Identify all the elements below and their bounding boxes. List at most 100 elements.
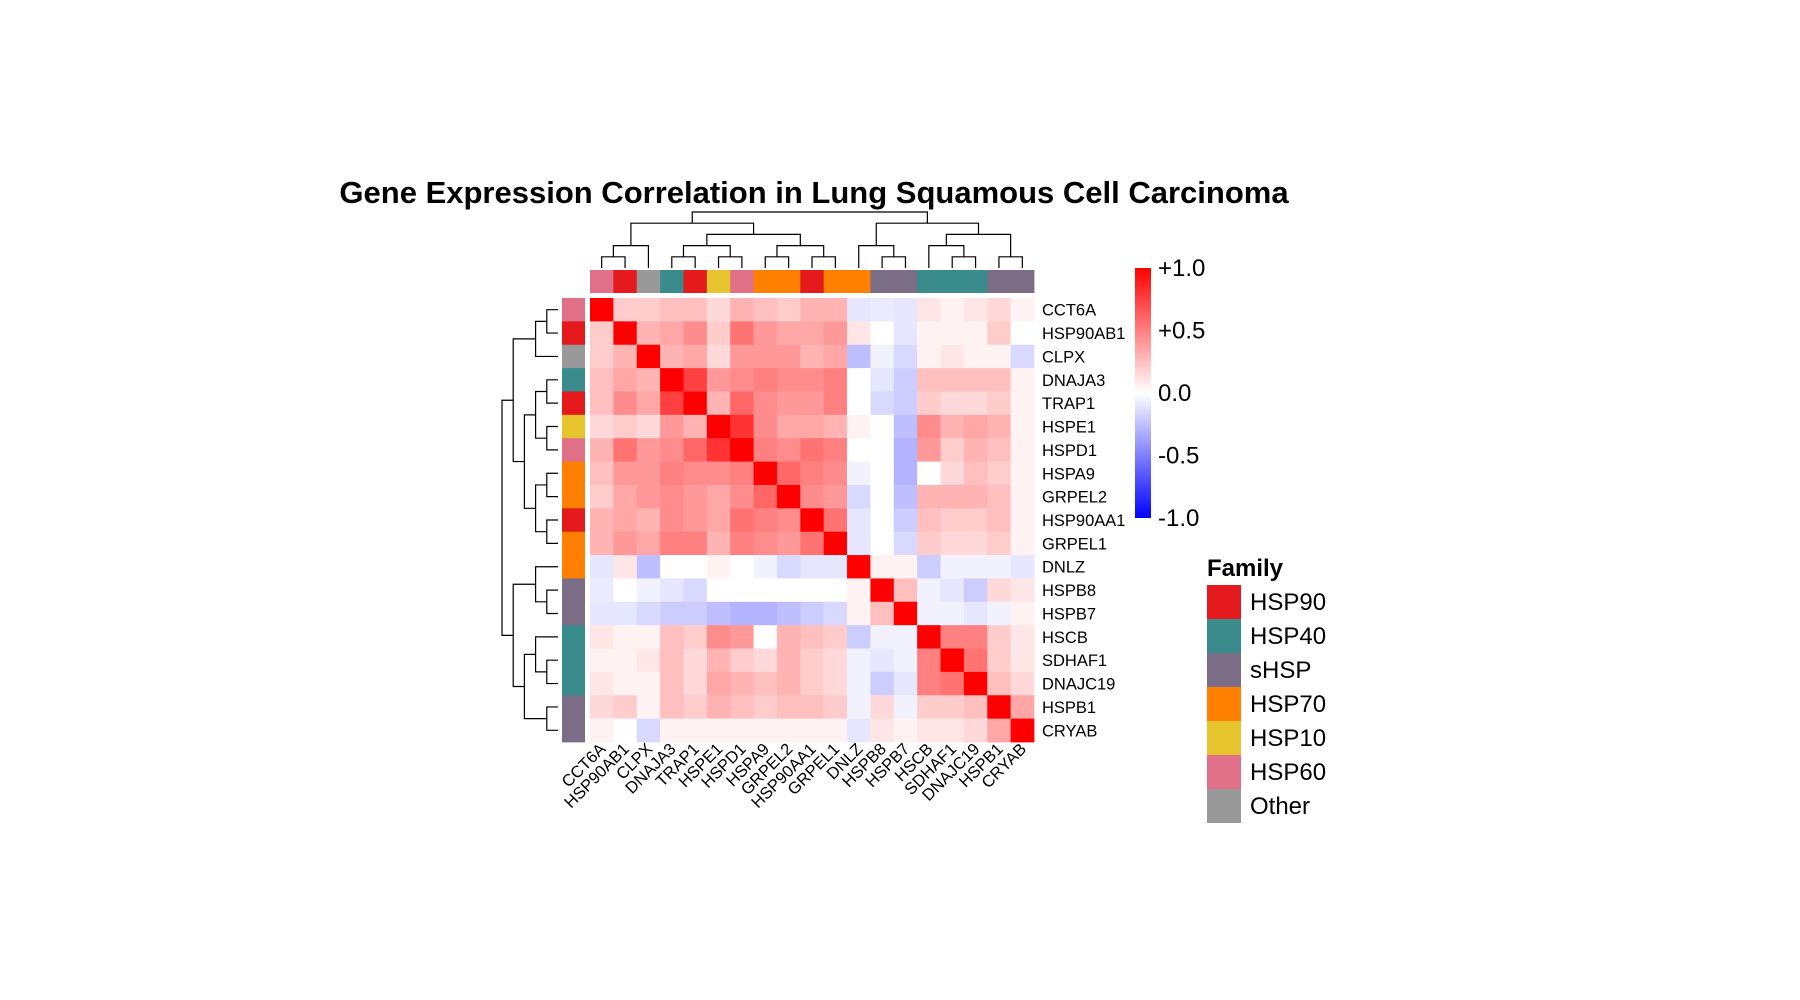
heatmap-cell xyxy=(753,601,778,626)
heatmap-cell xyxy=(893,718,918,743)
heatmap-cell xyxy=(800,508,825,533)
heatmap-cell xyxy=(636,414,661,439)
dendrogram-branch xyxy=(601,256,626,268)
heatmap-cell xyxy=(590,508,614,533)
heatmap-cell xyxy=(987,531,1012,556)
heatmap-cell xyxy=(1010,625,1035,649)
heatmap-cell xyxy=(660,578,684,603)
heatmap-cell xyxy=(636,298,661,322)
heatmap-cell xyxy=(1010,438,1035,462)
heatmap-cell xyxy=(636,344,661,369)
dendrogram-branch xyxy=(776,245,825,257)
heatmap-cell xyxy=(776,625,801,649)
heatmap-cell xyxy=(1010,344,1035,369)
heatmap-cell xyxy=(660,648,684,673)
heatmap-cell xyxy=(870,718,895,743)
heatmap-cell xyxy=(730,508,754,533)
heatmap-cell xyxy=(940,298,965,322)
heatmap-cell xyxy=(917,508,941,533)
heatmap-cell xyxy=(706,344,731,369)
dendrogram-branch xyxy=(717,256,743,268)
heatmap-cell xyxy=(706,578,731,603)
legend-swatch xyxy=(1207,687,1241,721)
heatmap-cell xyxy=(917,555,941,579)
heatmap-cell xyxy=(1010,601,1035,626)
heatmap-cell xyxy=(940,555,965,579)
row-label: CRYAB xyxy=(1042,722,1097,740)
heatmap-cell xyxy=(917,625,941,649)
heatmap-cell xyxy=(847,368,871,392)
heatmap-cell xyxy=(1010,391,1035,416)
heatmap-cell xyxy=(613,625,638,649)
heatmap-cell xyxy=(660,484,684,509)
row-label: SDHAF1 xyxy=(1042,652,1107,670)
heatmap-cell xyxy=(917,414,941,439)
heatmap-cell xyxy=(800,438,825,462)
heatmap-cell xyxy=(917,344,941,369)
chart-title: Gene Expression Correlation in Lung Squa… xyxy=(339,175,1289,210)
heatmap-cell xyxy=(683,344,708,369)
heatmap-cell xyxy=(940,601,965,626)
heatmap-cell xyxy=(776,578,801,603)
column-dendrogram xyxy=(601,211,1023,268)
heatmap-cell xyxy=(940,368,965,392)
heatmap-cell xyxy=(730,484,754,509)
heatmap-cell xyxy=(917,461,941,486)
heatmap-cell xyxy=(730,391,754,416)
heatmap-cell xyxy=(636,671,661,696)
heatmap-cell xyxy=(823,578,848,603)
heatmap-cell xyxy=(800,321,825,346)
heatmap-cell xyxy=(590,625,614,649)
heatmap-cell xyxy=(590,531,614,556)
heatmap-cell xyxy=(940,695,965,720)
row-label: HSCB xyxy=(1042,629,1088,647)
heatmap-cell xyxy=(870,695,895,720)
legend-swatch xyxy=(1207,755,1241,789)
heatmap-cell xyxy=(870,438,895,462)
heatmap-cell xyxy=(847,414,871,439)
heatmap-cell xyxy=(800,555,825,579)
column-annotation-cell xyxy=(753,270,778,293)
heatmap-cell xyxy=(730,578,754,603)
heatmap-cell xyxy=(823,671,848,696)
color-scale-tick-label: +1.0 xyxy=(1158,255,1205,282)
heatmap-cell xyxy=(1010,671,1035,696)
column-annotation-cell xyxy=(660,270,684,293)
heatmap-cell xyxy=(987,718,1012,743)
column-annotation-cell xyxy=(847,270,871,293)
heatmap-cell xyxy=(660,368,684,392)
heatmap-cell xyxy=(987,391,1012,416)
heatmap-cell xyxy=(683,625,708,649)
heatmap-cell xyxy=(823,391,848,416)
heatmap-cell xyxy=(590,695,614,720)
heatmap-cell xyxy=(870,321,895,346)
heatmap-cell xyxy=(636,578,661,603)
heatmap-cell xyxy=(636,438,661,462)
heatmap-cell xyxy=(917,438,941,462)
heatmap-cell xyxy=(636,368,661,392)
heatmap-cell xyxy=(893,484,918,509)
heatmap-cell xyxy=(683,531,708,556)
heatmap-cell xyxy=(847,671,871,696)
heatmap-cell xyxy=(613,321,638,346)
legend-swatch xyxy=(1207,619,1241,653)
heatmap-cell xyxy=(613,484,638,509)
dendrogram-branch xyxy=(546,309,558,334)
heatmap-cell xyxy=(940,344,965,369)
dendrogram-branch xyxy=(546,589,558,615)
heatmap-cell xyxy=(753,391,778,416)
heatmap-cell xyxy=(893,578,918,603)
heatmap-cell xyxy=(893,648,918,673)
row-label: HSP90AB1 xyxy=(1042,325,1125,343)
heatmap-cell xyxy=(683,461,708,486)
heatmap-cell xyxy=(940,671,965,696)
dendrogram-branch xyxy=(998,256,1023,268)
heatmap-cell xyxy=(893,438,918,462)
heatmap-cell xyxy=(660,321,684,346)
heatmap-cell xyxy=(800,648,825,673)
heatmap-cell xyxy=(730,695,754,720)
heatmap-cell xyxy=(613,578,638,603)
heatmap-cell xyxy=(753,718,778,743)
heatmap-cell xyxy=(636,321,661,346)
heatmap-cell xyxy=(800,391,825,416)
